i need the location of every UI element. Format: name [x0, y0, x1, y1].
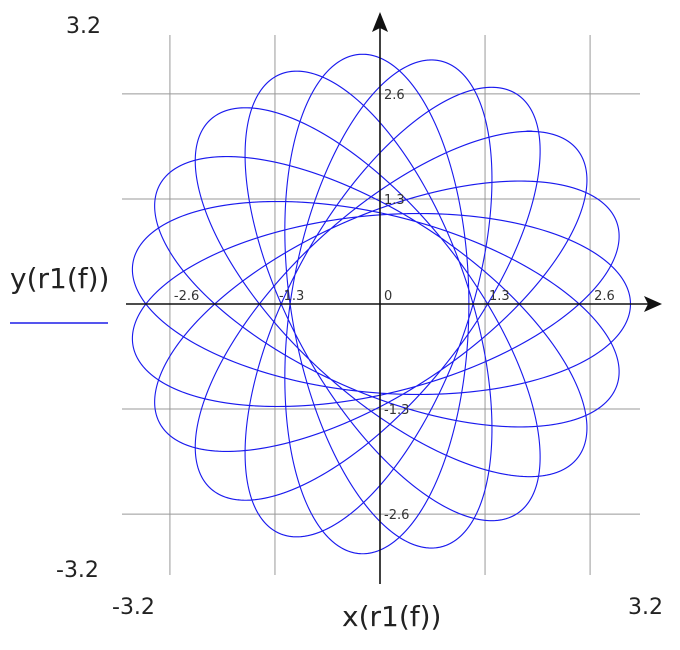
x-tick-label: -2.6: [174, 289, 199, 304]
x-axis-title: x(r1(f)): [342, 600, 442, 633]
x-tick-label: 1.3: [489, 289, 510, 304]
x-max-label: 3.2: [628, 595, 663, 620]
y-tick-label: -2.6: [384, 508, 409, 523]
tick-labels: -2.6 -1.3 0 1.3 2.6 -2.6 -1.3 1.3 2.6: [174, 88, 615, 523]
data-curve: [131, 53, 632, 555]
y-axis-title: y(r1(f)): [10, 262, 110, 295]
y-tick-label: -1.3: [384, 403, 409, 418]
y-tick-label: 2.6: [384, 88, 405, 103]
x-min-label: -3.2: [112, 595, 155, 620]
x-tick-label: -1.3: [279, 289, 304, 304]
grid: [122, 35, 640, 575]
x-tick-label: 2.6: [594, 289, 615, 304]
legend-line: [10, 322, 108, 324]
y-min-label: -3.2: [56, 558, 99, 583]
x-axis-arrow: [644, 296, 662, 312]
axes: [126, 12, 662, 584]
y-tick-label: 1.3: [384, 193, 405, 208]
y-max-label: 3.2: [66, 14, 101, 39]
y-axis-arrow: [372, 12, 388, 32]
x-tick-label: 0: [384, 289, 392, 304]
